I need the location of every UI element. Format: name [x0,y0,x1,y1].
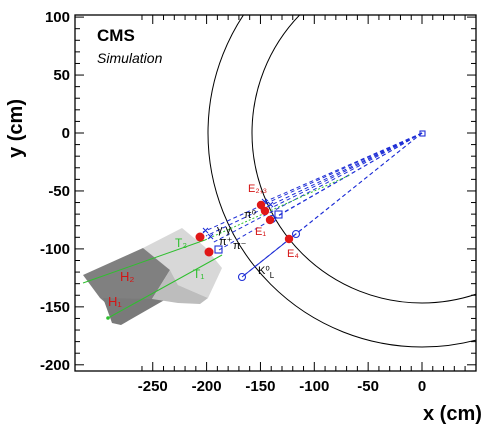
label-pi-minus: π⁻ [233,240,247,252]
cross-marker [207,233,214,240]
cms-title: CMS [97,26,135,45]
label-k0l-main: K⁰ [258,265,270,277]
ecal-hit-e1 [265,215,275,225]
ecal-hit-e4 [284,234,294,244]
y-tick-label: -50 [48,183,70,200]
k0l-vertex-circle [237,272,247,282]
cross-marker [267,201,274,208]
label-pi-plus: π⁺ [219,236,233,248]
hadron-lines [82,174,351,319]
label-t1: T₁ [193,267,204,281]
x-axis-title: x (cm) [423,403,482,425]
hcal-cluster-dark [83,248,170,313]
y-tick-label: -200 [40,357,70,374]
inner-boundary-circle [251,15,476,304]
simulation-subtitle: Simulation [97,50,163,66]
outer-boundary-circle [207,15,476,348]
label-pi0: π⁰ [244,209,257,221]
y-axis-title: y (cm) [5,99,27,158]
track-markers [202,130,426,282]
hcal-cluster-light [143,228,222,298]
track-line [270,132,423,209]
x-tick-label: -150 [245,378,275,395]
red-hits [195,200,294,257]
square-marker [214,245,223,254]
x-tick-label: -200 [192,378,222,395]
hcal-cluster-dark-2 [103,298,168,325]
y-tick-label: 100 [45,9,70,26]
x-axis: -250 -200 -150 -100 -50 0 [138,15,466,395]
label-k0l: K⁰L [258,265,275,280]
y-tick-label: -150 [40,299,70,316]
y-axis: 100 50 0 -50 -100 -150 -200 [40,9,476,374]
plot-frame [74,14,477,372]
y-tick-label: -100 [40,241,70,258]
label-h1: H₁ [108,294,122,309]
label-e1: E₁ [255,226,266,238]
label-gamma-pair: γ γ [217,224,232,236]
track-line [261,132,423,204]
label-h2: H₂ [120,269,134,284]
label-e4: E₄ [287,248,299,260]
hadron-line-h1 [107,254,223,319]
ecal-hit-e3 [260,206,270,216]
x-tick-label: 0 [418,378,426,395]
y-tick-label: 50 [53,67,70,84]
square-marker [274,210,283,219]
hcal-cluster-mid [152,270,208,304]
label-k0l-sub: L [270,271,275,280]
hadron-line-h2 [82,239,206,284]
x-tick-label: -50 [357,378,379,395]
hadron-line-ext [204,174,351,241]
label-t2: T₂ [175,236,187,250]
x-tick-label: -250 [138,378,168,395]
x-tick-label: -100 [299,378,329,395]
cross-marker [202,227,209,234]
track-line [211,132,423,244]
h1-impact-point [106,316,110,320]
hcal-hit-t2 [195,232,205,242]
track-line [202,132,423,233]
plot-area: E₂,₃ E₁ E₄ T₂ T₁ H₂ H₁ γ γ π⁰ π⁺ π⁻ K⁰L [82,15,476,348]
y-tick-label: 0 [62,125,70,142]
track-line [205,132,423,237]
label-e23: E₂,₃ [248,183,267,195]
origin-marker [419,130,426,137]
e4-ring [291,229,301,239]
ecal-hit-e2 [256,200,266,210]
hcal-hit-t1 [204,247,214,257]
